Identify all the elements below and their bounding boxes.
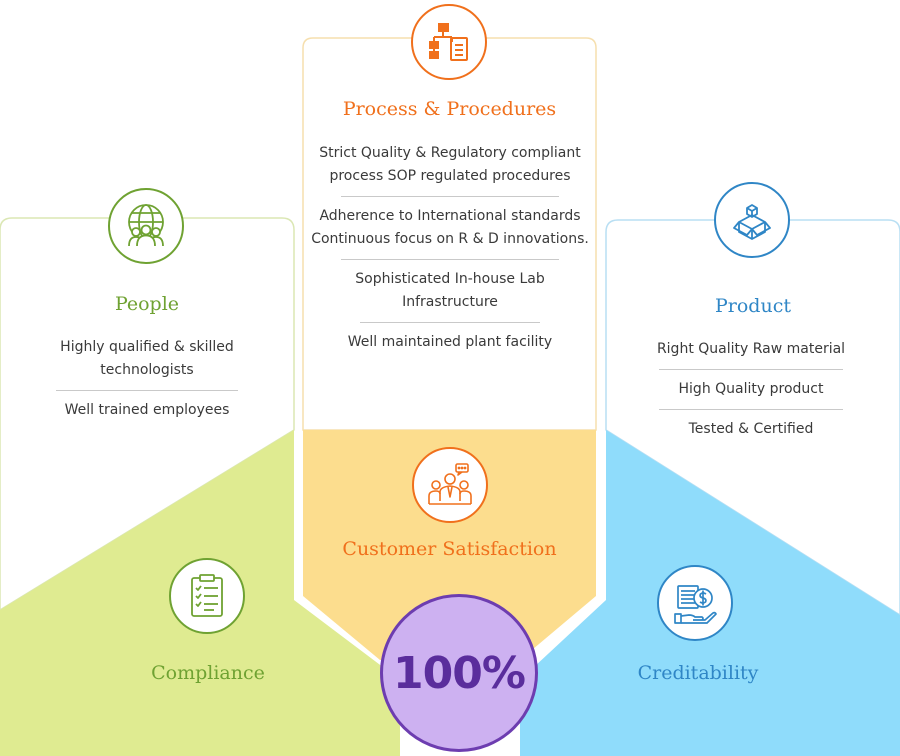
product-title: Product (715, 295, 791, 317)
people-icon-circle (108, 188, 184, 264)
process-item: Sophisticated In-house Lab Infrastructur… (355, 271, 545, 310)
satisfaction-label: Customer Satisfaction (342, 538, 557, 560)
checklist-clipboard-icon (191, 574, 223, 617)
process-list: Strict Quality & Regulatory compliant pr… (310, 134, 590, 362)
hand-money-icon (674, 585, 717, 624)
people-title: People (114, 293, 180, 315)
globe-people-icon (128, 204, 164, 247)
satisfaction-icon-circle (412, 447, 488, 523)
box-cubes-icon (733, 204, 771, 240)
divider (341, 196, 559, 197)
divider (56, 390, 238, 391)
divider (659, 369, 843, 370)
product-list: Right Quality Raw material High Quality … (640, 330, 862, 449)
divider (360, 322, 540, 323)
process-icon-circle (411, 4, 487, 80)
divider (341, 259, 559, 260)
people-panel (0, 217, 295, 611)
creditability-icon-circle (657, 565, 733, 641)
process-panel (302, 37, 597, 431)
creditability-label: Creditability (637, 662, 759, 684)
process-item: Strict Quality & Regulatory compliant pr… (319, 145, 581, 184)
center-percentage-circle: 100% (380, 594, 538, 752)
divider (659, 409, 843, 410)
product-item: Tested & Certified (688, 421, 814, 437)
people-item: Well trained employees (64, 402, 230, 418)
process-item: Well maintained plant facility (347, 334, 553, 350)
compliance-icon-circle (169, 558, 245, 634)
product-icon-circle (714, 182, 790, 258)
satisfaction-region (303, 430, 596, 660)
customers-chat-icon (428, 463, 472, 505)
flowchart-clipboard-icon (429, 23, 468, 61)
compliance-label: Compliance (151, 662, 265, 684)
center-percentage-value: 100% (393, 647, 526, 699)
product-item: High Quality product (678, 381, 824, 397)
process-title: Process & Procedures (342, 98, 557, 120)
product-item: Right Quality Raw material (656, 341, 846, 357)
people-list: Highly qualified & skilled technologists… (40, 328, 254, 430)
process-item: Adherence to International standards Con… (311, 208, 589, 247)
people-item: Highly qualified & skilled technologists (60, 339, 234, 378)
